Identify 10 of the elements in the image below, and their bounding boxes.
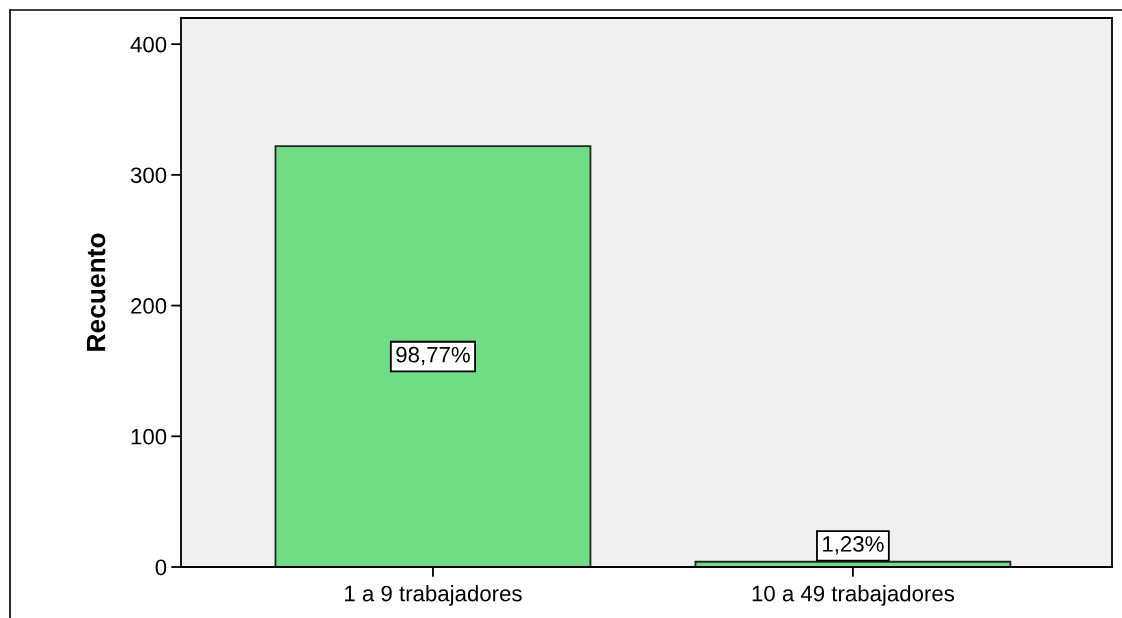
y-tick-label: 0	[155, 559, 167, 576]
y-tick-label: 400	[130, 36, 167, 53]
annotation: 1,23%	[823, 536, 884, 555]
x-tick-label: 10 a 49 trabajadores	[752, 585, 955, 606]
y-tick-label: 200	[131, 298, 167, 314]
y-tick-label: 300	[130, 167, 167, 184]
y-axis-title: Recuento	[86, 233, 106, 351]
annotation: 98,77%	[396, 346, 470, 366]
y-tick-label: 100	[131, 428, 167, 445]
x-tick-label: 1 a 9 trabajadores	[345, 585, 522, 606]
